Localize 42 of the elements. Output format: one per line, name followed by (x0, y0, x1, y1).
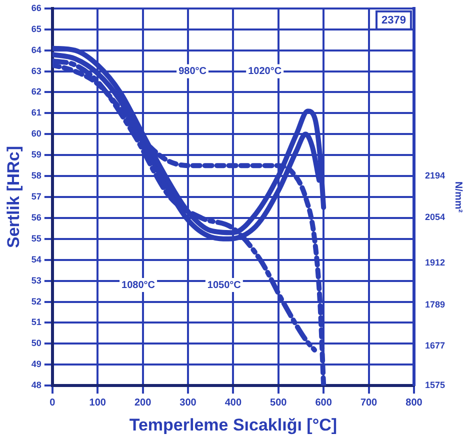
y-tick-label: 65 (31, 24, 42, 34)
y-tick-label: 57 (31, 191, 42, 202)
y-tick-label: 52 (31, 296, 42, 306)
y-tick-label: 60 (31, 128, 42, 139)
y-axis-title: Sertlik [HRc] (4, 146, 23, 248)
x-tick-label: 400 (224, 397, 242, 408)
x-tick-label: 300 (180, 397, 197, 408)
x-tick-label: 600 (315, 397, 332, 408)
x-tick-label: 100 (89, 397, 106, 408)
annotation: 980°C (178, 66, 206, 78)
y2-tick-label: 2194 (424, 170, 446, 180)
annotation: 1080°C (122, 280, 156, 291)
annotation: 1020°C (248, 66, 282, 78)
annotation: 1050°C (207, 280, 241, 291)
y2-tick-label: 2054 (424, 212, 446, 222)
y2-tick-label: 1575 (424, 380, 446, 390)
y-tick-label: 55 (31, 233, 42, 244)
y-tick-label: 64 (31, 44, 42, 55)
y-tick-label: 59 (31, 150, 42, 160)
x-axis-title: Temperleme Sıcaklığı [°C] (129, 415, 338, 434)
y2-tick-label: 1677 (424, 340, 446, 350)
y-tick-label: 53 (31, 275, 42, 286)
y2-tick-label: 1912 (424, 257, 446, 268)
x-tick-label: 200 (134, 397, 152, 408)
y-tick-label: 48 (31, 380, 42, 390)
x-tick-label: 500 (270, 397, 288, 408)
y-tick-label: 54 (31, 254, 42, 264)
y-tick-label: 63 (31, 66, 42, 76)
y-tick-label: 50 (31, 338, 42, 348)
y-tick-label: 49 (31, 359, 42, 370)
y-tick-label: 51 (31, 317, 42, 328)
y-tick-label: 56 (31, 212, 42, 222)
annotation: 2379 (382, 14, 406, 26)
x-tick-label: 700 (360, 397, 378, 408)
y2-axis-title: N/mm² (452, 181, 464, 214)
y-tick-label: 58 (31, 170, 42, 181)
y-tick-label: 61 (31, 108, 42, 118)
y-tick-label: 62 (31, 86, 42, 97)
x-tick-label: 800 (406, 397, 423, 408)
y2-tick-label: 1789 (424, 299, 446, 310)
x-tick-label: 0 (50, 397, 56, 408)
y-tick-label: 66 (31, 2, 42, 13)
